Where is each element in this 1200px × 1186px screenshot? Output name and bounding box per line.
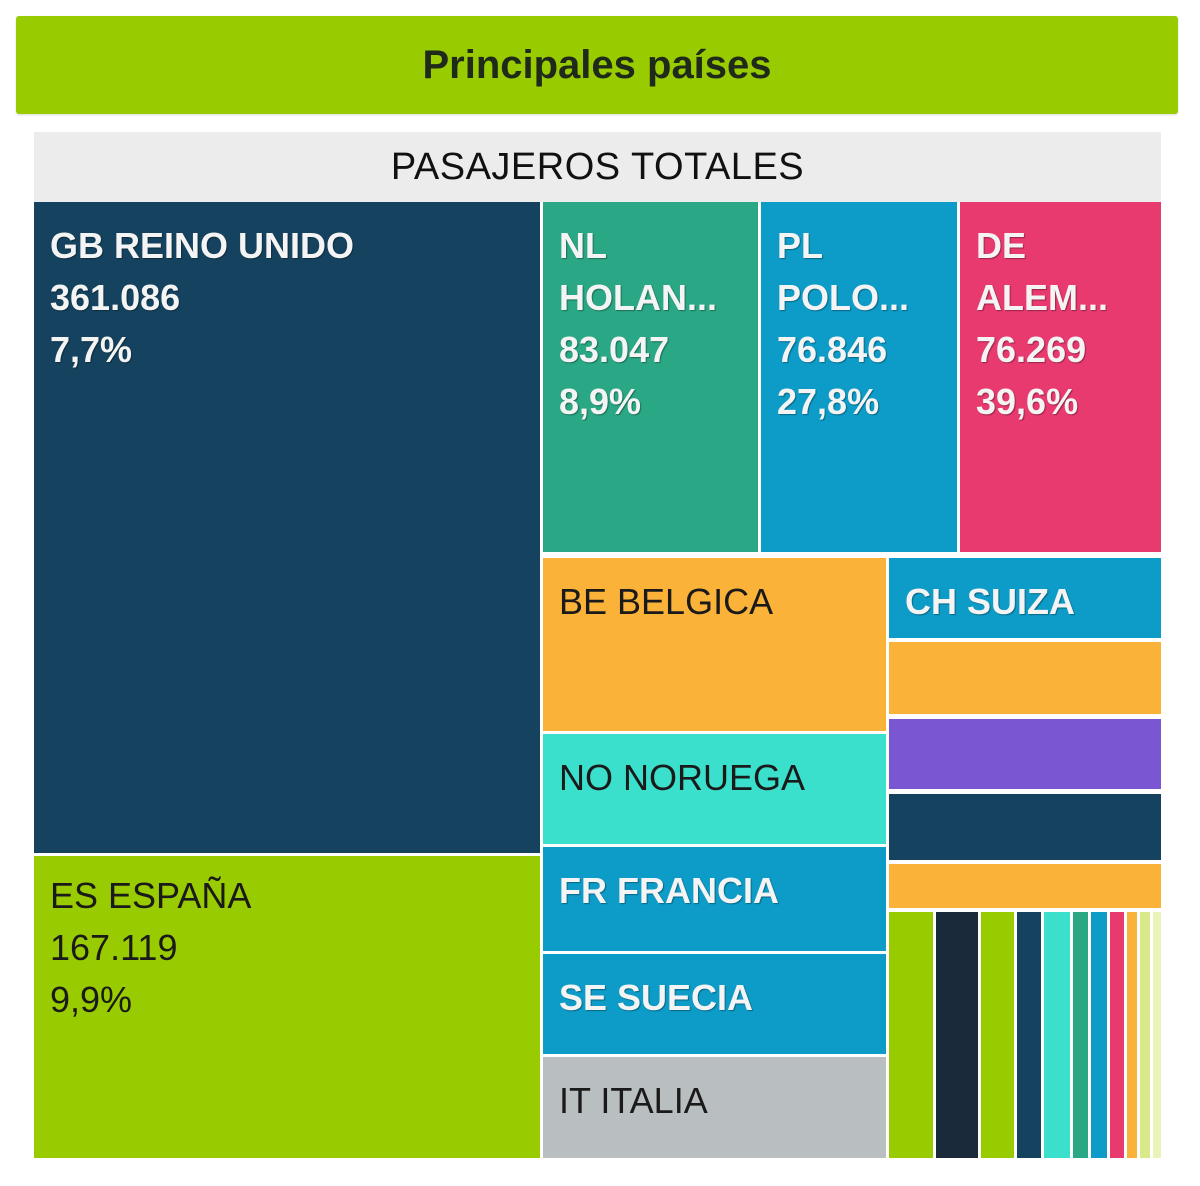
- treemap-tile-nl: NL HOLAN... 83.047 8,9%: [543, 202, 758, 552]
- tile-name: HOLAN...: [559, 277, 717, 318]
- tile-label: ES ESPAÑA 167.119 9,9%: [50, 870, 251, 1026]
- tile-name: POLO...: [777, 277, 910, 318]
- treemap-tile-be: BE BELGICA: [543, 558, 886, 731]
- tile-value: 361.086: [50, 277, 181, 318]
- treemap-tile-minor: [1153, 912, 1161, 1158]
- tile-percent: 39,6%: [976, 381, 1079, 422]
- tile-percent: 9,9%: [50, 979, 133, 1020]
- treemap-tile-minor: [1073, 912, 1088, 1158]
- treemap-tile-minor: [889, 719, 1161, 789]
- treemap-tile-minor: [889, 642, 1161, 714]
- tile-name: NL: [559, 225, 607, 266]
- treemap-tile-minor: [889, 794, 1161, 860]
- tile-percent: 7,7%: [50, 329, 133, 370]
- treemap: GB REINO UNIDO 361.086 7,7% ES ESPAÑA 167.11…: [34, 202, 1161, 1158]
- tile-name: PL: [777, 225, 824, 266]
- tile-name: GB REINO UNIDO: [50, 225, 355, 266]
- tile-name: ALEM...: [976, 277, 1108, 318]
- tile-value: 76.269: [976, 329, 1087, 370]
- tile-label: SE SUECIA: [559, 972, 753, 1024]
- treemap-tile-ch: CH SUIZA: [889, 558, 1161, 638]
- tile-label: NL HOLAN... 83.047 8,9%: [559, 220, 717, 428]
- tile-percent: 27,8%: [777, 381, 880, 422]
- treemap-tile-minor: [889, 864, 1161, 908]
- tile-name: IT ITALIA: [559, 1080, 708, 1121]
- tile-name: DE: [976, 225, 1027, 266]
- tile-value: 76.846: [777, 329, 888, 370]
- treemap-tile-pl: PL POLO... 76.846 27,8%: [761, 202, 957, 552]
- tile-name: FR FRANCIA: [559, 870, 779, 911]
- treemap-tile-it: IT ITALIA: [543, 1057, 886, 1158]
- tile-label: NO NORUEGA: [559, 752, 805, 804]
- tile-name: SE SUECIA: [559, 977, 754, 1018]
- tile-name: NO NORUEGA: [559, 757, 806, 798]
- treemap-title-bar: PASAJEROS TOTALES: [34, 132, 1161, 202]
- chart-header: Principales países: [16, 16, 1178, 114]
- tile-value: 83.047: [559, 329, 670, 370]
- treemap-tile-minor: [1140, 912, 1150, 1158]
- treemap-tile-de: DE ALEM... 76.269 39,6%: [960, 202, 1161, 552]
- treemap-tile-minor: [1110, 912, 1124, 1158]
- treemap-tile-minor: [1017, 912, 1041, 1158]
- treemap-tile-minor: [1127, 912, 1137, 1158]
- tile-label: PL POLO... 76.846 27,8%: [777, 220, 909, 428]
- treemap-tile-fr: FR FRANCIA: [543, 847, 886, 951]
- treemap-tile-es: ES ESPAÑA 167.119 9,9%: [34, 856, 540, 1158]
- tile-name: CH SUIZA: [905, 581, 1075, 622]
- tile-label: FR FRANCIA: [559, 865, 779, 917]
- tile-label: CH SUIZA: [905, 576, 1075, 628]
- treemap-tile-no: NO NORUEGA: [543, 734, 886, 844]
- tile-label: IT ITALIA: [559, 1075, 708, 1127]
- tile-label: DE ALEM... 76.269 39,6%: [976, 220, 1108, 428]
- treemap-tile-minor: [889, 912, 933, 1158]
- tile-label: GB REINO UNIDO 361.086 7,7%: [50, 220, 354, 376]
- tile-name: ES ESPAÑA: [50, 875, 252, 916]
- treemap-tile-se: SE SUECIA: [543, 954, 886, 1054]
- header-title: Principales países: [422, 42, 772, 87]
- treemap-tile-gb: GB REINO UNIDO 361.086 7,7%: [34, 202, 540, 853]
- tile-name: BE BELGICA: [559, 581, 774, 622]
- treemap-tile-minor: [1044, 912, 1070, 1158]
- tile-label: BE BELGICA: [559, 576, 773, 628]
- treemap-tile-minor: [936, 912, 978, 1158]
- treemap-title: PASAJEROS TOTALES: [390, 145, 805, 188]
- tile-percent: 8,9%: [559, 381, 642, 422]
- treemap-tile-minor: [981, 912, 1014, 1158]
- treemap-tile-minor: [1091, 912, 1107, 1158]
- tile-value: 167.119: [50, 927, 178, 968]
